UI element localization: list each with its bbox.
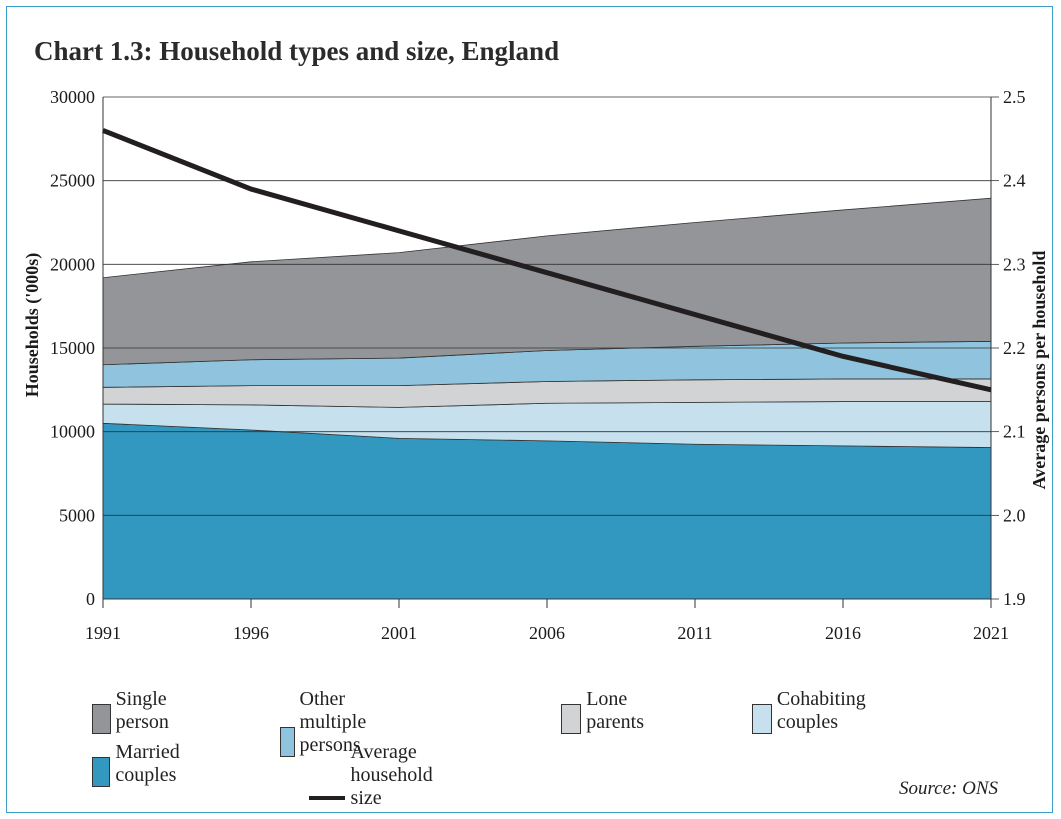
x-tick-label: 1996	[233, 623, 269, 643]
y2-tick-label: 2.3	[1003, 254, 1026, 274]
x-tick-label: 2006	[529, 623, 565, 643]
area-married-couples	[102, 422, 992, 600]
legend-label: Single person	[115, 688, 169, 733]
y2-tick-label: 2.0	[1003, 505, 1026, 525]
area-single-person	[102, 197, 992, 366]
legend-item-avg-line: Average household size	[305, 741, 459, 810]
legend-label: Married couples	[115, 741, 180, 786]
legend-swatch	[561, 704, 582, 734]
x-tick-label: 2011	[677, 623, 712, 643]
legend-item-other-multiple: Other multiple persons	[280, 688, 382, 757]
legend-item-lone-parents: Lone parents	[561, 688, 654, 734]
legend-line-swatch	[309, 796, 345, 800]
legend-swatch	[280, 727, 295, 757]
y-tick-label: 10000	[50, 422, 95, 442]
y-axis-label: Households ('000s)	[22, 253, 43, 398]
y2-tick-label: 2.1	[1003, 422, 1026, 442]
source-note: Source: ONS	[898, 778, 998, 799]
x-tick-label: 2021	[973, 623, 1009, 643]
y-tick-label: 0	[86, 589, 95, 609]
y2-tick-label: 1.9	[1003, 589, 1026, 609]
line-average-household-size	[102, 128, 992, 393]
legend-swatch	[752, 704, 772, 734]
y2-tick-label: 2.5	[1003, 87, 1026, 107]
x-tick-label: 2016	[825, 623, 861, 643]
y2-axis-label: Average persons per household	[1029, 251, 1049, 490]
legend-item-married: Married couples	[92, 741, 191, 787]
y-tick-label: 30000	[50, 87, 95, 107]
legend-label: Cohabiting couples	[776, 688, 866, 733]
x-tick-label: 2001	[381, 623, 417, 643]
y-tick-label: 25000	[50, 171, 95, 191]
y2-tick-label: 2.4	[1003, 171, 1026, 191]
legend-item-cohabiting: Cohabiting couples	[752, 688, 876, 734]
legend-label: Average household size	[350, 741, 433, 809]
chart-title: Chart 1.3: Household types and size, Eng…	[34, 36, 560, 66]
y-tick-label: 5000	[59, 505, 95, 525]
y2-tick-label: 2.2	[1003, 338, 1026, 358]
legend-swatch	[92, 704, 111, 734]
legend-label: Lone parents	[586, 688, 644, 733]
x-tick-label: 1991	[85, 623, 121, 643]
legend-swatch	[92, 757, 111, 787]
y-tick-label: 20000	[50, 254, 95, 274]
y-tick-label: 15000	[50, 338, 95, 358]
legend-item-single-person: Single person	[92, 688, 180, 734]
legend-label: Other multiple persons	[299, 688, 367, 756]
